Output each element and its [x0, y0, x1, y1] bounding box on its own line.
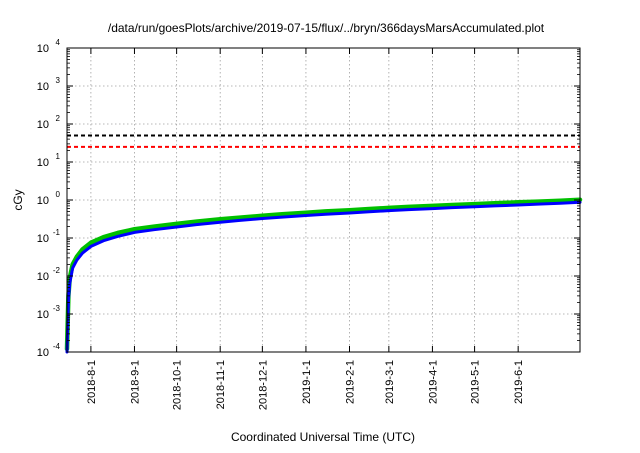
y-tick-exponent: 0: [56, 190, 61, 199]
x-tick-label: 2018-8-1: [86, 360, 98, 404]
y-axis-label: cGy: [11, 189, 25, 210]
reference-lines-layer: [67, 134, 580, 148]
series-layer: [64, 197, 583, 354]
grid-layer: [67, 48, 580, 352]
y-tick-exponent: 2: [56, 114, 61, 123]
y-tick-exponent: 1: [56, 152, 61, 161]
y-tick-label: 10: [37, 271, 49, 283]
y-tick-exponent: 3: [56, 76, 61, 85]
y-tick-label: 10: [37, 347, 49, 359]
x-tick-label: 2018-12-1: [257, 360, 269, 410]
y-tick-exponent: 4: [56, 38, 61, 47]
x-tick-label: 2019-6-1: [513, 360, 525, 404]
x-tick-label: 2019-2-1: [345, 360, 357, 404]
y-tick-label: 10: [37, 233, 49, 245]
y-tick-label: 10: [37, 195, 49, 207]
y-tick-exponent: -2: [53, 266, 61, 275]
y-tick-label: 10: [37, 309, 49, 321]
x-tick-layer: 2018-8-1 2018-9-1 2018-10-1 2018-11-1 2018-1…: [86, 48, 525, 410]
y-tick-exponent: -3: [53, 304, 61, 313]
x-tick-label: 2019-5-1: [470, 360, 482, 404]
y-tick-label: 10: [37, 81, 49, 93]
x-tick-label: 2019-3-1: [384, 360, 396, 404]
x-tick-label: 2018-11-1: [215, 360, 227, 409]
x-tick-label: 2018-10-1: [172, 360, 184, 410]
x-tick-label: 2019-4-1: [427, 360, 439, 404]
y-tick-label: 10: [37, 157, 49, 169]
y-tick-label: 10: [37, 119, 49, 131]
x-tick-label: 2018-9-1: [129, 360, 141, 404]
series-line: [65, 200, 582, 354]
chart-title: /data/run/goesPlots/archive/2019-07-15/f…: [108, 21, 545, 35]
y-tick-label: 10: [37, 43, 49, 55]
y-tick-exponent: -4: [53, 342, 61, 351]
y-tick-exponent: -1: [53, 228, 61, 237]
x-tick-label: 2019-1-1: [301, 360, 313, 404]
x-axis-label: Coordinated Universal Time (UTC): [231, 430, 415, 444]
y-tick-layer: 10 -4 10 -3 10 -2 10 -1 10 0 10 1 10 2 10 3 10 4: [37, 38, 580, 359]
series-line: [64, 197, 583, 352]
